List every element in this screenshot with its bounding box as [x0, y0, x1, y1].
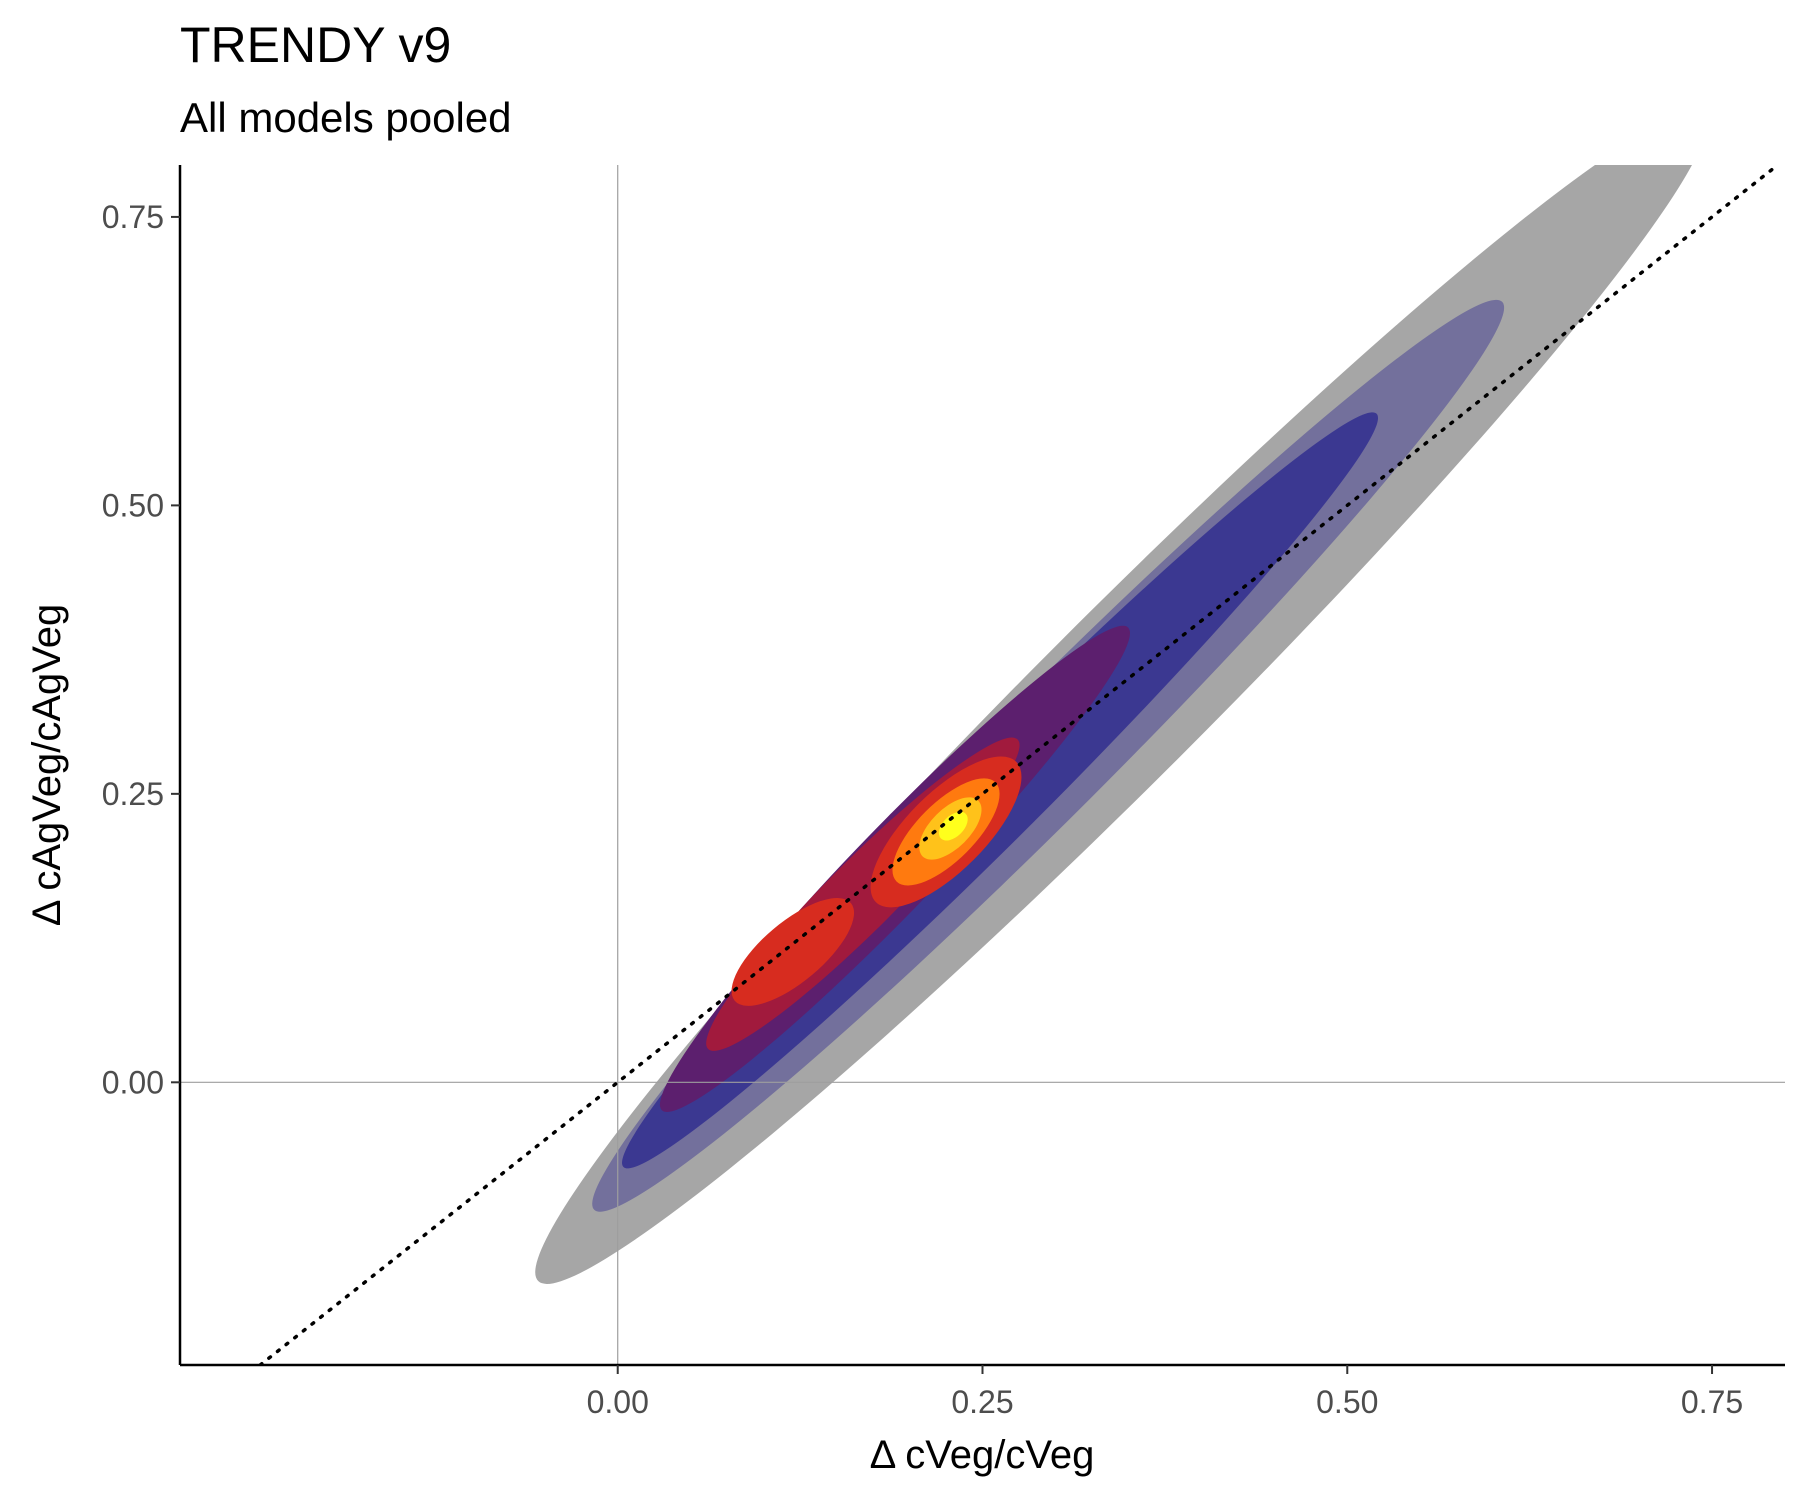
density-contours — [535, 165, 1707, 1284]
x-tick-label-2: 0.50 — [1316, 1384, 1378, 1420]
y-axis-title: Δ cAgVeg/cAgVeg — [25, 604, 69, 927]
x-axis-title: Δ cVeg/cVeg — [870, 1433, 1095, 1477]
x-tick-label-1: 0.25 — [951, 1384, 1013, 1420]
y-tick-label-2: 0.50 — [102, 487, 164, 523]
x-tick-label-3: 0.75 — [1681, 1384, 1743, 1420]
x-tick-label-0: 0.00 — [587, 1384, 649, 1420]
chart-title: TRENDY v9 — [180, 17, 451, 73]
axes: 0.00 0.25 0.50 0.75 0.00 0.25 0.50 0.75 — [102, 165, 1785, 1420]
density-band-level-9-9 — [938, 811, 968, 841]
identity-line — [258, 165, 1780, 1365]
reference-lines — [180, 165, 1785, 1365]
chart-subtitle: All models pooled — [180, 94, 512, 141]
y-tick-label-3: 0.75 — [102, 199, 164, 235]
y-tick-label-1: 0.25 — [102, 776, 164, 812]
density-band-level-6-5 — [731, 898, 855, 1006]
y-tick-label-0: 0.00 — [102, 1064, 164, 1100]
